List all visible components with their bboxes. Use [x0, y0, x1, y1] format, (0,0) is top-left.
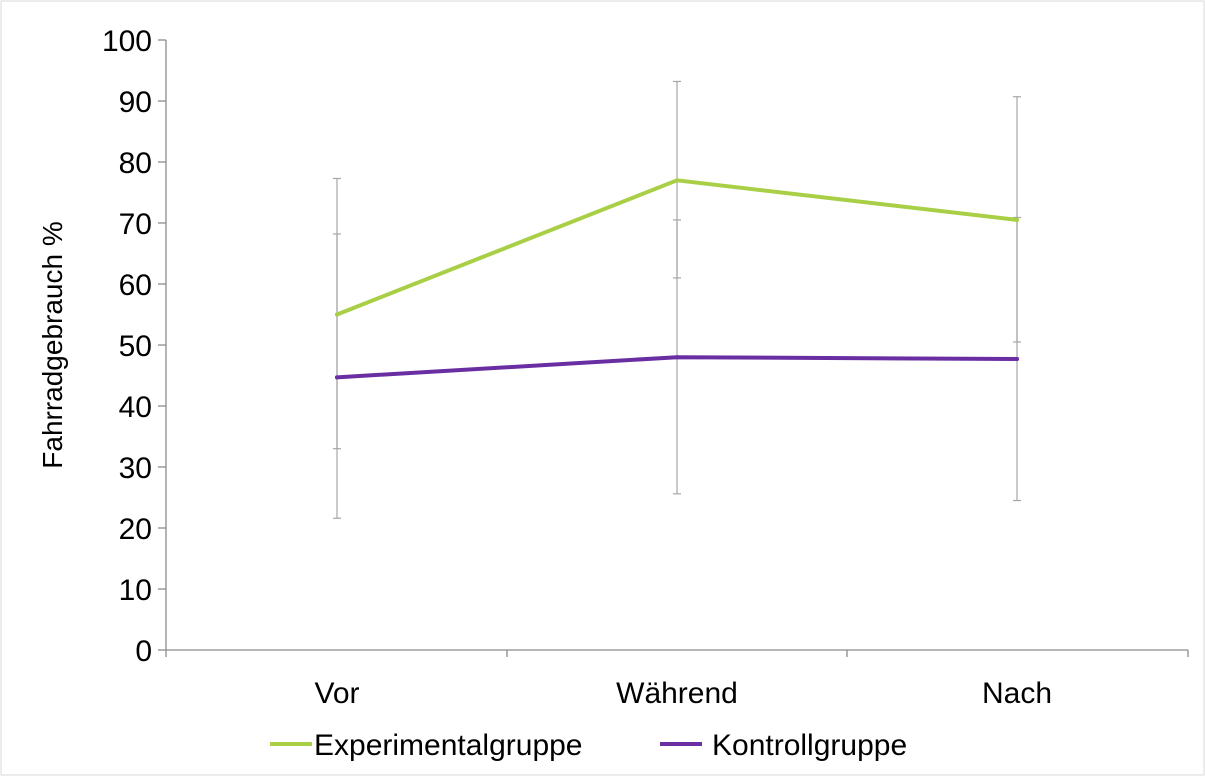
data-point: [1015, 217, 1019, 222]
legend-label: Experimentalgruppe: [314, 729, 583, 762]
y-tick-label: 10: [119, 574, 152, 607]
axes: [158, 39, 1189, 657]
data-point: [1015, 357, 1019, 362]
y-tick-label: 90: [119, 86, 152, 119]
y-tick-label: 70: [119, 208, 152, 241]
series-lines: [335, 178, 1019, 380]
x-tick-labels: Vor Während Nach: [314, 677, 1052, 710]
x-tick-label: Nach: [982, 677, 1052, 710]
x-tick-label: Vor: [314, 677, 359, 710]
legend-label: Kontrollgruppe: [712, 729, 907, 762]
y-tick-label: 100: [102, 25, 152, 58]
y-tick-label: 50: [119, 330, 152, 363]
y-axis-title: Fahrradgebrauch %: [37, 221, 68, 468]
y-tick-label: 40: [119, 391, 152, 424]
y-tick-label: 0: [135, 635, 152, 668]
y-tick-label: 60: [119, 269, 152, 302]
y-tick-labels: 0 10 20 30 40 50 60 70 80 90 100: [102, 25, 152, 668]
data-point: [335, 375, 339, 380]
data-point: [675, 355, 679, 360]
y-tick-label: 30: [119, 452, 152, 485]
x-tick-label: Während: [616, 677, 738, 710]
y-tick-label: 20: [119, 513, 152, 546]
y-tick-label: 80: [119, 147, 152, 180]
legend: Experimentalgruppe Kontrollgruppe: [270, 729, 907, 762]
data-point: [675, 178, 679, 183]
data-point: [335, 312, 339, 317]
